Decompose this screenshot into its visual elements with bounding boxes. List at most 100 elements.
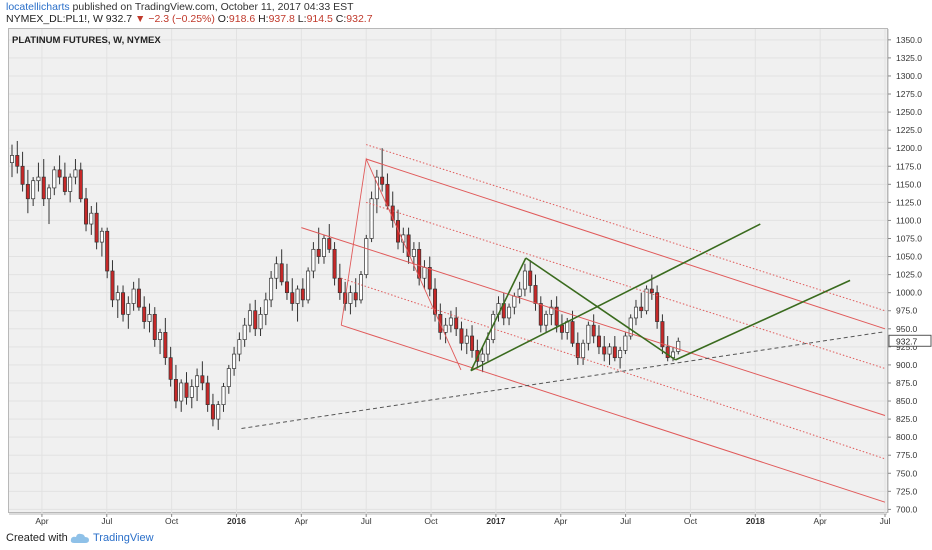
candle-body xyxy=(20,165,25,185)
candle-body xyxy=(380,176,385,185)
chart-area[interactable] xyxy=(8,28,888,513)
candle-body xyxy=(570,321,575,344)
y-tick-label: 1150.0 xyxy=(896,179,922,189)
y-tick-label: 875.0 xyxy=(896,378,918,388)
candle-body xyxy=(559,324,564,333)
candle-body xyxy=(68,176,73,192)
candle-body xyxy=(300,288,305,301)
candle-body xyxy=(131,288,136,304)
y-tick-label: 800.0 xyxy=(896,432,918,442)
candle-body xyxy=(195,375,200,387)
candle-body xyxy=(263,299,268,315)
y-tick-label: 850.0 xyxy=(896,396,918,406)
x-tick-label: 2018 xyxy=(746,516,765,526)
candle-body xyxy=(470,335,475,351)
pitchfork-line xyxy=(341,324,886,503)
candle-body xyxy=(321,238,326,257)
triangle-line xyxy=(470,223,761,372)
candle-body xyxy=(623,335,628,351)
candle-body xyxy=(253,310,258,330)
candle-body xyxy=(433,288,438,315)
candle-body xyxy=(454,317,459,330)
candle-body xyxy=(31,180,36,200)
candle-body xyxy=(522,270,527,290)
candle-body xyxy=(586,324,591,344)
y-tick-label: 1025.0 xyxy=(896,270,922,280)
candle-body xyxy=(221,386,226,405)
x-tick-label: Jul xyxy=(361,516,372,526)
candle-body xyxy=(41,176,46,200)
candle-body xyxy=(507,306,512,319)
candle-body xyxy=(517,288,522,297)
candle-body xyxy=(464,335,469,344)
x-tick-label: Oct xyxy=(684,516,698,526)
candle-body xyxy=(348,292,353,304)
candle-body xyxy=(210,404,215,420)
triangle-line xyxy=(675,279,851,361)
candle-body xyxy=(533,285,538,304)
candle-body xyxy=(665,346,670,359)
tradingview-link[interactable]: TradingView xyxy=(93,532,154,544)
y-tick-label: 1125.0 xyxy=(896,197,922,207)
drawings[interactable] xyxy=(241,144,886,503)
candle-body xyxy=(628,317,633,337)
candle-body xyxy=(36,176,41,182)
candle-body xyxy=(136,288,141,308)
candle-body xyxy=(205,382,210,405)
candle-body xyxy=(591,324,596,337)
low-value: 914.5 xyxy=(306,13,333,25)
y-tick-label: 925.0 xyxy=(896,342,918,352)
price-change: −2.3 (−0.25%) xyxy=(148,13,215,25)
high-value: 937.8 xyxy=(268,13,295,25)
quote-line: NYMEX_DL:PL1!, W 932.7 ▼ −2.3 (−0.25%) O… xyxy=(6,13,373,25)
candle-body xyxy=(549,306,554,315)
y-tick-label: 1175.0 xyxy=(896,161,922,171)
candle-body xyxy=(649,288,654,294)
open-value: 918.6 xyxy=(228,13,256,25)
close-label: C: xyxy=(335,13,347,25)
pitchfork-handle xyxy=(340,157,462,371)
y-tick-label: 1325.0 xyxy=(896,53,922,63)
triangle-line xyxy=(470,257,527,372)
y-tick-label: 1050.0 xyxy=(896,252,922,262)
candle-body xyxy=(359,274,363,301)
candle-body xyxy=(163,332,168,359)
y-axis[interactable]: 700.0 725.0 750.0 775.0 800.0 825.0 850.0 875.0… xyxy=(887,29,932,514)
candle-body xyxy=(142,306,147,322)
candle-body xyxy=(337,277,342,294)
candle-body xyxy=(422,267,427,279)
x-tick-label: Apr xyxy=(35,516,48,526)
y-tick-label: 775.0 xyxy=(896,450,918,460)
candle-body xyxy=(62,176,67,192)
candle-body xyxy=(295,288,300,304)
candle-body xyxy=(538,303,543,326)
y-tick-label: 725.0 xyxy=(896,486,918,496)
candle-body xyxy=(284,281,289,294)
candle-body xyxy=(311,248,316,272)
candle-body xyxy=(660,321,665,348)
candle-body xyxy=(644,288,649,312)
candle-body xyxy=(226,368,231,387)
close-value: 932.7 xyxy=(346,13,373,25)
y-tick-label: 1000.0 xyxy=(896,288,922,298)
candle-body xyxy=(247,310,252,326)
candle-body xyxy=(84,198,89,225)
y-tick-label: 1225.0 xyxy=(896,125,922,135)
y-tick-label: 1075.0 xyxy=(896,233,922,243)
y-tick-label: 975.0 xyxy=(896,306,918,316)
y-tick-label: 750.0 xyxy=(896,468,918,478)
y-tick-label: 825.0 xyxy=(896,414,918,424)
x-axis[interactable]: Apr Jul Oct 2016 Apr Jul Oct 2017 Apr Jul Oct 2018 A… xyxy=(9,513,891,526)
symbol-label: NYMEX_DL:PL1!, W xyxy=(6,13,103,25)
candle-body xyxy=(258,313,263,330)
low-label: L: xyxy=(297,13,307,25)
high-label: H: xyxy=(258,13,269,25)
author-link[interactable]: locatellicharts xyxy=(6,1,70,13)
y-tick-label: 1200.0 xyxy=(896,143,922,153)
candle-body xyxy=(554,306,559,326)
candle-body xyxy=(655,292,660,322)
candle-body xyxy=(52,169,57,189)
candle-body xyxy=(353,292,358,301)
y-tick-label: 900.0 xyxy=(896,360,918,370)
